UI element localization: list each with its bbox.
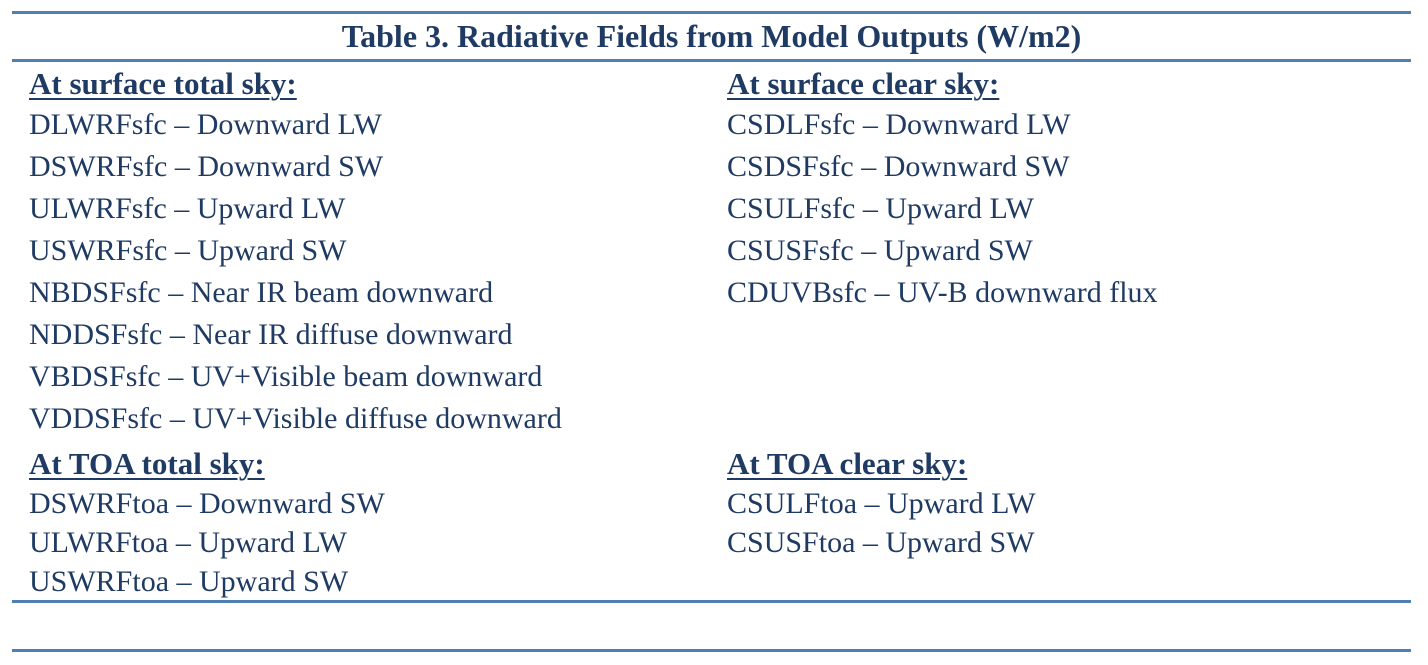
toa-clear-section: At TOA clear sky: CSULFtoa – Upward LW C… [727,444,1036,562]
list-item: CSUSFsfc – Upward SW [727,234,1033,267]
list-item: NDDSFsfc – Near IR diffuse downward [29,318,513,351]
list-item: DSWRFsfc – Downward SW [29,150,384,183]
list-item: VDDSFsfc – UV+Visible diffuse downward [29,402,562,435]
surface-clear-heading: At surface clear sky: [727,66,1000,101]
toa-total-section: At TOA total sky: DSWRFtoa – Downward SW… [29,444,385,601]
list-item: DLWRFsfc – Downward LW [29,108,382,141]
list-item: USWRFsfc – Upward SW [29,234,347,267]
list-item: VBDSFsfc – UV+Visible beam downward [29,360,543,393]
list-item: DSWRFtoa – Downward SW [29,487,385,520]
surface-clear-section: At surface clear sky: CSDLFsfc – Downwar… [727,64,1158,314]
list-item: CDUVBsfc – UV-B downward flux [727,276,1158,309]
list-item: ULWRFsfc – Upward LW [29,192,346,225]
table-title: Table 3. Radiative Fields from Model Out… [341,18,1082,54]
surface-total-heading: At surface total sky: [29,66,297,101]
list-item: CSUSFtoa – Upward SW [727,526,1035,559]
list-item: CSULFsfc – Upward LW [727,192,1034,225]
page-bottom-rule [12,649,1411,652]
surface-total-section: At surface total sky: DLWRFsfc – Downwar… [29,64,562,440]
list-item: CSDSFsfc – Downward SW [727,150,1070,183]
list-item: CSDLFsfc – Downward LW [727,108,1071,141]
table-bottom-rule [12,600,1411,603]
table-top-rule [12,11,1411,14]
list-item: USWRFtoa – Upward SW [29,565,349,598]
list-item: ULWRFtoa – Upward LW [29,526,347,559]
list-item: NBDSFsfc – Near IR beam downward [29,276,494,309]
list-item: CSULFtoa – Upward LW [727,487,1036,520]
toa-clear-heading: At TOA clear sky: [727,446,968,481]
table-header-rule [12,59,1411,62]
toa-total-heading: At TOA total sky: [29,446,265,481]
